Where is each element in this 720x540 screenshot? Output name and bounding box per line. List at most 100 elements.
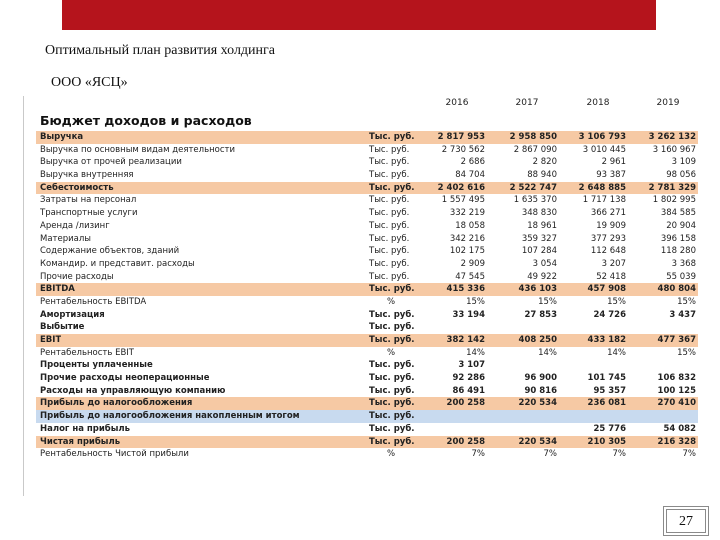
row-value: 15%	[466, 296, 485, 307]
row-label: Выручка	[40, 132, 84, 142]
row-label: Аренда /лизинг	[40, 220, 110, 231]
table-body: Выручка Тыс. руб. 2 817 953 2 958 850 3 106 …	[36, 131, 698, 461]
budget-table: 2016 2017 2018 2019 Бюджет доходов и рас…	[36, 96, 698, 508]
row-value: 1 635 370	[513, 195, 557, 206]
row-label: Расходы на управляющую компанию	[40, 385, 226, 396]
row-value: 3 054	[532, 258, 557, 269]
row-value: 90 816	[524, 385, 557, 396]
years-header-row: 2016 2017 2018 2019	[36, 96, 698, 110]
row-label: Прибыль до налогообложения накопленным и…	[40, 411, 300, 422]
row-value: 3 107	[458, 360, 485, 371]
row-value: 27 853	[524, 309, 557, 320]
row-unit: Тыс. руб.	[369, 195, 410, 206]
row-value: 98 056	[666, 170, 696, 181]
row-value: 408 250	[518, 335, 557, 345]
row-label: Себестоимость	[40, 182, 114, 193]
row-value: 216 328	[657, 436, 696, 447]
table-row: EBIT Тыс. руб. 382 142 408 250 433 182 477 36…	[36, 334, 698, 347]
row-unit: Тыс. руб.	[369, 246, 410, 257]
row-label: Выручка по основным видам деятельности	[40, 144, 236, 155]
table-row: Амортизация Тыс. руб. 33 194 27 853 24 726 3 …	[36, 309, 698, 322]
row-label: Выручка внутренняя	[40, 170, 134, 181]
row-value: 14%	[466, 347, 485, 358]
row-value: 2 781 329	[648, 182, 696, 193]
row-value: 84 704	[455, 170, 485, 181]
row-value: 480 804	[657, 284, 696, 295]
row-unit: Тыс. руб.	[369, 385, 415, 396]
table-row: Рентабельность EBITDA% 15% 15% 15% 15%	[36, 296, 698, 309]
year-header: 2018	[586, 98, 610, 108]
row-unit: Тыс. руб.	[369, 220, 410, 231]
row-value: 3 106 793	[578, 132, 626, 142]
table-row: Расходы на управляющую компанию Тыс. руб.…	[36, 385, 698, 398]
table-row: Прибыль до налогообложения накопленным и…	[36, 410, 698, 423]
row-label: Прочие расходы	[40, 271, 114, 282]
row-value: 396 158	[660, 233, 696, 244]
row-unit: Тыс. руб.	[369, 411, 415, 422]
table-row: Рентабельность EBIT% 14% 14% 14% 15%	[36, 347, 698, 360]
row-value: 436 103	[518, 284, 557, 295]
row-value: 55 039	[666, 271, 696, 282]
row-value: 15%	[677, 296, 696, 307]
slide-subtitle: ООО «ЯСЦ»	[51, 75, 128, 90]
row-value: 200 258	[446, 398, 485, 409]
table-row: Материалы Тыс. руб. 342 216 359 327 377 293 3…	[36, 233, 698, 246]
row-label: Командир. и представит. расходы	[40, 258, 195, 269]
table-row: Рентабельность Чистой прибыли% 7% 7% 7% 7%	[36, 448, 698, 461]
row-value: 2 730 562	[441, 144, 485, 155]
row-value: 96 900	[524, 373, 557, 384]
row-unit: Тыс. руб.	[369, 271, 410, 282]
row-value: 25 776	[593, 423, 626, 434]
row-unit: Тыс. руб.	[369, 208, 410, 219]
row-label: EBIT	[40, 335, 62, 345]
row-value: 2 522 747	[509, 182, 557, 193]
row-label: Амортизация	[40, 309, 105, 320]
row-unit: Тыс. руб.	[369, 233, 410, 244]
row-value: 384 585	[660, 208, 696, 219]
row-value: 210 305	[587, 436, 626, 447]
row-value: 100 125	[657, 385, 696, 396]
year-header: 2017	[515, 98, 539, 108]
row-value: 3 207	[601, 258, 626, 269]
row-value: 3 010 445	[582, 144, 626, 155]
row-value: 7%	[543, 449, 558, 460]
row-label: Выручка от прочей реализации	[40, 157, 182, 168]
table-row: Прочие расходы неоперационные Тыс. руб. 92…	[36, 372, 698, 385]
row-unit: Тыс. руб.	[369, 398, 415, 409]
row-unit: Тыс. руб.	[369, 322, 415, 333]
row-value: 2 402 616	[437, 182, 485, 193]
row-unit: Тыс. руб.	[369, 284, 415, 295]
page-number: 27	[663, 506, 709, 536]
row-value: 270 410	[657, 398, 696, 409]
table-row: Затраты на персонал Тыс. руб. 1 557 495 1 6…	[36, 194, 698, 207]
row-label: Чистая прибыль	[40, 436, 121, 447]
row-unit: %	[386, 449, 396, 460]
row-unit: Тыс. руб.	[369, 373, 415, 384]
row-value: 1 557 495	[441, 195, 485, 206]
table-row: Чистая прибыль Тыс. руб. 200 258 220 534 210…	[36, 435, 698, 449]
year-header: 2019	[656, 98, 680, 108]
row-label: Проценты уплаченные	[40, 360, 153, 371]
row-value: 95 357	[593, 385, 626, 396]
year-header: 2016	[445, 98, 469, 108]
row-value: 433 182	[587, 335, 626, 345]
table-row: Выбытие Тыс. руб.	[36, 321, 698, 334]
row-label: Материалы	[40, 233, 91, 244]
row-value: 18 058	[455, 220, 485, 231]
row-value: 2 961	[601, 157, 626, 168]
row-label: Выбытие	[40, 322, 85, 333]
row-label: Рентабельность EBITDA	[40, 296, 147, 307]
row-unit: %	[386, 296, 396, 307]
row-unit: Тыс. руб.	[369, 335, 415, 345]
table-row: Выручка от прочей реализации Тыс. руб. 2 6…	[36, 156, 698, 169]
table-row: Себестоимость Тыс. руб. 2 402 616 2 522 747…	[36, 181, 698, 195]
table-row: Аренда /лизинг Тыс. руб. 18 058 18 961 19 90…	[36, 220, 698, 233]
table-row: Прочие расходы Тыс. руб. 47 545 49 922 52 41…	[36, 271, 698, 284]
row-value: 220 534	[518, 436, 557, 447]
row-unit: Тыс. руб.	[369, 360, 415, 371]
row-value: 101 745	[587, 373, 626, 384]
row-value: 15%	[677, 347, 696, 358]
row-label: Содержание объектов, зданий	[40, 246, 180, 257]
row-value: 236 081	[587, 398, 626, 409]
row-value: 2 817 953	[437, 132, 485, 142]
